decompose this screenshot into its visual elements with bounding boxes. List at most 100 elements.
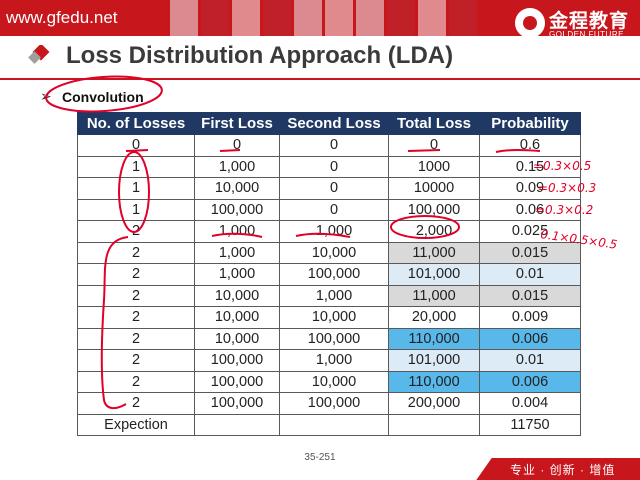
banner-decoration xyxy=(170,0,477,36)
cell-no-of-losses: 2 xyxy=(77,263,195,286)
cell-no-of-losses: 1 xyxy=(77,177,195,200)
table-row: 0 0 0 0 0.6 xyxy=(77,134,581,157)
table-row: 2 10,000 100,000 110,000 0.006 xyxy=(77,327,581,350)
cell-no-of-losses: 2 xyxy=(77,241,195,264)
title-divider xyxy=(0,78,640,80)
cell-no-of-losses: 2 xyxy=(77,370,195,393)
cell-second-loss: 0 xyxy=(279,134,389,157)
cell-probability: 0.06 xyxy=(479,198,581,221)
cell-total-loss: 101,000 xyxy=(388,263,480,286)
title-diamond-icon xyxy=(28,45,50,64)
cell-first-loss: 100,000 xyxy=(194,370,280,393)
loss-distribution-table: No. of Losses First Loss Second Loss Tot… xyxy=(77,112,581,436)
cell-second-loss: 0 xyxy=(279,177,389,200)
cell-first-loss: 100,000 xyxy=(194,198,280,221)
table-row: 1 1,000 0 1000 0.15 xyxy=(77,155,581,178)
cell-second-loss: 1,000 xyxy=(279,284,389,307)
cell-no-of-losses: 1 xyxy=(77,155,195,178)
cell-first-loss: 0 xyxy=(194,134,280,157)
cell-probability: 0.015 xyxy=(479,284,581,307)
cell-total-loss: 1000 xyxy=(388,155,480,178)
cell-total-loss: 100,000 xyxy=(388,198,480,221)
cell-second-loss: 10,000 xyxy=(279,306,389,329)
cell-first-loss: 10,000 xyxy=(194,284,280,307)
cell-total-loss: 200,000 xyxy=(388,392,480,415)
cell-second-loss: 100,000 xyxy=(279,263,389,286)
table-header-row: No. of Losses First Loss Second Loss Tot… xyxy=(77,112,581,135)
cell-first-loss: 1,000 xyxy=(194,241,280,264)
cell-second-loss: 0 xyxy=(279,155,389,178)
header-second-loss: Second Loss xyxy=(279,112,389,135)
cell-probability: 0.006 xyxy=(479,327,581,350)
cell-second-loss: 1,000 xyxy=(279,220,389,243)
table-body: 0 0 0 0 0.6 1 1,000 0 1000 0.15 1 10,000 0 10000 0.09 1… xyxy=(77,134,581,436)
header-no-of-losses: No. of Losses xyxy=(77,112,195,135)
table-row: 2 10,000 1,000 11,000 0.015 xyxy=(77,284,581,307)
footer-expectation-value: 11750 xyxy=(479,413,581,436)
cell-probability: 0.09 xyxy=(479,177,581,200)
cell-second-loss: 100,000 xyxy=(279,327,389,350)
bullet-text: Convolution xyxy=(62,89,144,105)
cell-no-of-losses: 1 xyxy=(77,198,195,221)
cell-total-loss: 110,000 xyxy=(388,370,480,393)
header-first-loss: First Loss xyxy=(194,112,280,135)
footer-label: Expection xyxy=(77,413,195,436)
cell-second-loss: 0 xyxy=(279,198,389,221)
cell-probability: 0.009 xyxy=(479,306,581,329)
cell-probability: 0.006 xyxy=(479,370,581,393)
cell-probability: 0.01 xyxy=(479,263,581,286)
table-row: 2 10,000 10,000 20,000 0.009 xyxy=(77,306,581,329)
table-row: 1 100,000 0 100,000 0.06 xyxy=(77,198,581,221)
cell-total-loss: 2,000 xyxy=(388,220,480,243)
footer-slogan: 专业 · 创新 · 增值 xyxy=(510,463,616,477)
cell-total-loss: 20,000 xyxy=(388,306,480,329)
logo-text-en: GOLDEN FUTURE xyxy=(549,30,624,39)
cell-second-loss: 100,000 xyxy=(279,392,389,415)
brand-logo: 金程教育 GOLDEN FUTURE xyxy=(515,6,637,46)
cell-total-loss: 0 xyxy=(388,134,480,157)
footer-empty-cell xyxy=(194,413,280,436)
table-row: 2 1,000 10,000 11,000 0.015 xyxy=(77,241,581,264)
logo-emblem-icon xyxy=(515,8,545,38)
cell-first-loss: 100,000 xyxy=(194,392,280,415)
cell-first-loss: 10,000 xyxy=(194,327,280,350)
cell-second-loss: 10,000 xyxy=(279,241,389,264)
page-number: 35-251 xyxy=(304,452,336,463)
cell-total-loss: 110,000 xyxy=(388,327,480,350)
table-row: 2 1,000 100,000 101,000 0.01 xyxy=(77,263,581,286)
table-row: 2 100,000 1,000 101,000 0.01 xyxy=(77,349,581,372)
cell-no-of-losses: 2 xyxy=(77,349,195,372)
bullet-arrow-icon: ➢ xyxy=(40,88,52,104)
footer-empty-cell xyxy=(388,413,480,436)
table-row: 2 100,000 10,000 110,000 0.006 xyxy=(77,370,581,393)
footer-bar: 专业 · 创新 · 增值 xyxy=(470,458,640,480)
cell-first-loss: 1,000 xyxy=(194,263,280,286)
table-row: 2 1,000 1,000 2,000 0.025 xyxy=(77,220,581,243)
cell-no-of-losses: 2 xyxy=(77,220,195,243)
slide-title: Loss Distribution Approach (LDA) xyxy=(66,42,454,69)
table-row: 2 100,000 100,000 200,000 0.004 xyxy=(77,392,581,415)
cell-second-loss: 10,000 xyxy=(279,370,389,393)
header-total-loss: Total Loss xyxy=(388,112,480,135)
site-url[interactable]: www.gfedu.net xyxy=(6,8,118,27)
cell-probability: 0.025 xyxy=(479,220,581,243)
cell-no-of-losses: 2 xyxy=(77,327,195,350)
cell-first-loss: 1,000 xyxy=(194,220,280,243)
table-footer-row: Expection 11750 xyxy=(77,413,581,436)
cell-total-loss: 11,000 xyxy=(388,241,480,264)
cell-second-loss: 1,000 xyxy=(279,349,389,372)
cell-total-loss: 11,000 xyxy=(388,284,480,307)
cell-probability: 0.015 xyxy=(479,241,581,264)
cell-no-of-losses: 2 xyxy=(77,306,195,329)
table-row: 1 10,000 0 10000 0.09 xyxy=(77,177,581,200)
cell-first-loss: 10,000 xyxy=(194,306,280,329)
logo-text-cn: 金程教育 xyxy=(549,11,630,32)
cell-probability: 0.01 xyxy=(479,349,581,372)
cell-probability: 0.15 xyxy=(479,155,581,178)
cell-first-loss: 100,000 xyxy=(194,349,280,372)
cell-no-of-losses: 2 xyxy=(77,392,195,415)
cell-no-of-losses: 2 xyxy=(77,284,195,307)
cell-no-of-losses: 0 xyxy=(77,134,195,157)
cell-total-loss: 10000 xyxy=(388,177,480,200)
cell-first-loss: 10,000 xyxy=(194,177,280,200)
